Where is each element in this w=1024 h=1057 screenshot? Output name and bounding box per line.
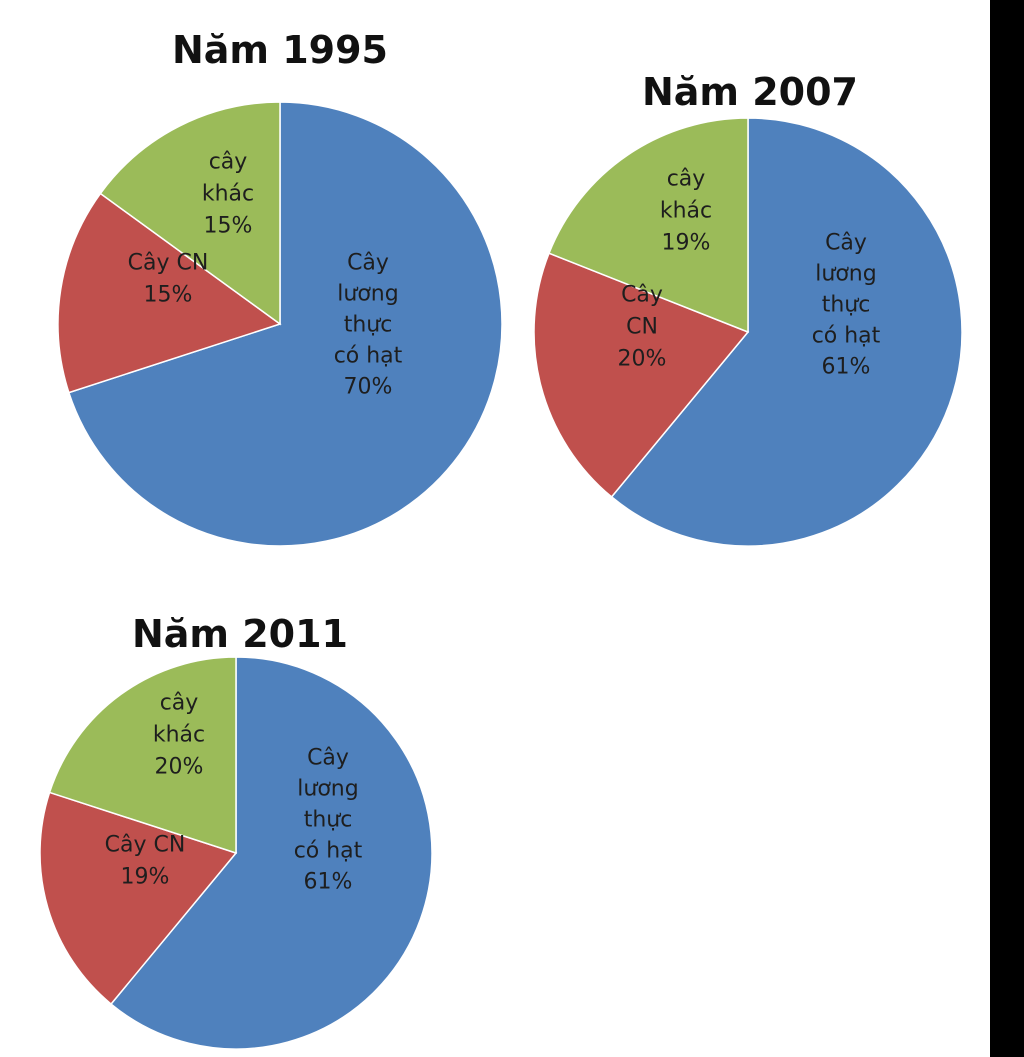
pie-slice-cay-luong-thuc-co-hat [67,101,503,547]
pie-plot: Cây lương thực có hạt 61% Cây CN 20% cây khác 19% [533,117,963,547]
slice-label-cay-khac: cây khác 20% [153,691,205,780]
slice-label-cay-luong-thuc-co-hat: Cây lương thực có hạt 70% [334,251,403,400]
pie-plot: Cây lương thực có hạt 70% Cây CN 15% cây khác 15% [57,101,503,547]
pie-slice-cay-cn [39,791,238,1006]
pie-slice-cay-khac [548,117,749,334]
slice-label-cay-luong-thuc-co-hat: Cây lương thực có hạt 61% [812,231,881,380]
slice-label-cay-khac: cây khác 19% [660,167,712,256]
slice-label-cay-khac: cây khác 15% [202,150,254,239]
slice-label-cay-luong-thuc-co-hat: Cây lương thực có hạt 61% [294,746,363,895]
chart-title: Năm 2011 [131,612,349,656]
pie-slice-cay-khac [48,656,237,855]
slice-label-cay-cn: Cây CN 20% [618,283,667,372]
chart-title: Năm 2007 [641,70,859,114]
pie-chart-2011: Năm 2011 Cây lương thực có hạt 61% Cây CN 19% c… [30,612,450,1057]
pie-slice-cay-khac [99,101,281,326]
chart-title: Năm 1995 [171,28,389,72]
pie-slice-cay-cn [57,192,282,394]
pie-slice-cay-cn [533,252,750,498]
slice-label-cay-cn: Cây CN 19% [105,833,186,890]
pie-plot: Cây lương thực có hạt 61% Cây CN 19% cây khác 20% [39,656,433,1050]
pie-slice-cay-luong-thuc-co-hat [110,656,433,1050]
slice-label-cay-cn: Cây CN 15% [128,251,209,308]
right-edge-band [990,0,1024,1057]
pie-slice-cay-luong-thuc-co-hat [610,117,963,547]
pie-chart-1995: Năm 1995 Cây lương thực có hạt 70% Cây CN 15% c… [50,28,510,558]
pie-chart-2007: Năm 2007 Cây lương thực có hạt 61% Cây CN 20% câ… [520,70,980,560]
